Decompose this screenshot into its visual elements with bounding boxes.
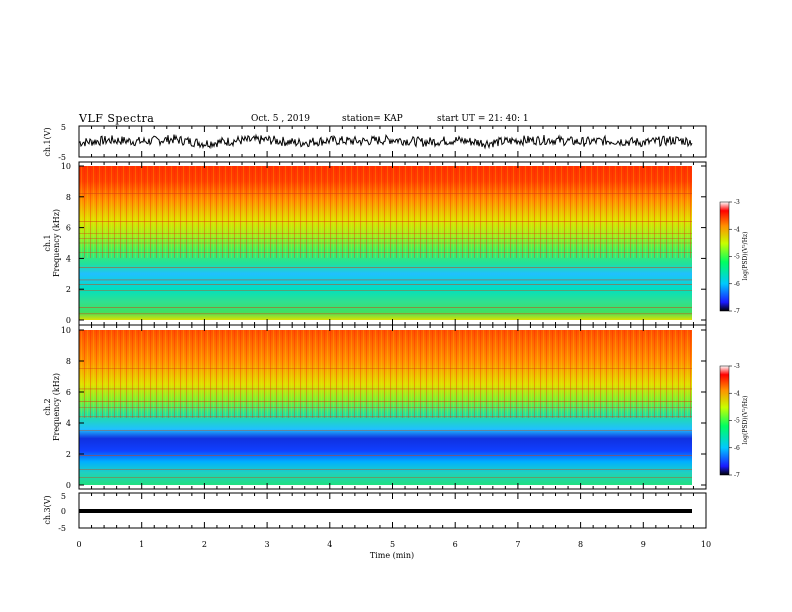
ch2-colorbar-tick-label: -3 [734, 363, 740, 370]
ch2-colorbar-tick-label: -5 [734, 418, 740, 425]
ch1-colorbar-tick-label: -6 [734, 281, 740, 288]
ch1-colorbar [719, 201, 730, 312]
time-tick-label: 4 [327, 540, 332, 549]
time-tick-label: 10 [701, 540, 711, 549]
time-tick-label: 7 [515, 540, 520, 549]
time-tick-label: 0 [76, 540, 81, 549]
time-tick-label: 3 [265, 540, 270, 549]
ch2-spectral-lines [79, 368, 692, 478]
ch1-waveform-ylabel: ch.1(V) [43, 127, 52, 156]
time-axis-labels: 0 1 2 3 4 5 6 7 8 9 10 [76, 540, 711, 549]
ch1-colorbar-tick-label: -3 [734, 199, 740, 206]
station-label: station= KAP [342, 114, 403, 124]
ch2-spectrogram-channel-label: ch.2 [43, 398, 52, 415]
ch2-colorbar-tick-label: -7 [734, 472, 740, 479]
ch1-ytick-5: 5 [61, 123, 66, 132]
ch3-ytick-0: 0 [61, 507, 66, 516]
time-tick-label: 5 [390, 540, 395, 549]
time-tick-label: 6 [453, 540, 458, 549]
time-tick-label: 8 [578, 540, 583, 549]
time-axis-ticks [78, 126, 707, 528]
ch2-ytick-label: 2 [66, 450, 71, 459]
time-tick-label: 2 [202, 540, 207, 549]
time-tick-label: 1 [139, 540, 144, 549]
time-tick-label: 9 [641, 540, 646, 549]
ch1-spectral-lines [79, 193, 692, 315]
ch1-ytick-label: 0 [66, 316, 71, 325]
ch1-ytick-label: 4 [66, 254, 71, 263]
ch1-spectrogram-streaks [79, 166, 692, 258]
ch2-ytick-label: 6 [66, 388, 71, 397]
ch1-ytick-label: 2 [66, 285, 71, 294]
ch2-ytick-label: 0 [66, 481, 71, 490]
time-axis-title: Time (min) [370, 551, 414, 560]
date-label: Oct. 5 , 2019 [251, 114, 310, 124]
chart-title: VLF Spectra [79, 112, 155, 125]
ch1-colorbar-tick-label: -4 [734, 226, 740, 233]
ch2-ytick-label: 10 [61, 326, 71, 335]
ch2-spectrogram-streaks [79, 330, 692, 418]
ch1-ytick-label: 8 [66, 193, 71, 202]
ch1-spectrogram-channel-label: ch.1 [43, 234, 52, 251]
ch1-waveform-panel: 5 -5 ch.1(V) [43, 123, 707, 162]
ch2-frequency-axis-label: Frequency (kHz) [52, 373, 61, 441]
ch2-colorbar [719, 365, 730, 476]
ch1-ytick-minus5: -5 [58, 153, 66, 162]
ch2-ytick-label: 8 [66, 357, 71, 366]
ch3-waveform-ylabel: ch.3(V) [43, 495, 52, 524]
ch1-colorbar-tick-label: -7 [734, 308, 740, 315]
ch3-ytick-minus5: -5 [58, 524, 66, 533]
ch1-ytick-label: 10 [61, 162, 71, 171]
ch3-ytick-5: 5 [61, 492, 66, 501]
ch1-ytick-label: 6 [66, 224, 71, 233]
ch1-colorbar-label: log(PSD)(V²/Hz) [742, 232, 749, 281]
ch1-frequency-axis-label: Frequency (kHz) [52, 209, 61, 277]
ch2-colorbar-label: log(PSD)(V²/Hz) [742, 396, 749, 445]
ch2-colorbar-tick-label: -4 [734, 390, 740, 397]
ch2-ytick-label: 4 [66, 419, 71, 428]
ch3-waveform-panel: 5 0 -5 ch.3(V) [43, 492, 707, 533]
ch2-colorbar-tick-label: -6 [734, 445, 740, 452]
ch1-waveform-trace [78, 133, 693, 150]
start-time-label: start UT = 21: 40: 1 [437, 114, 529, 124]
ch1-colorbar-tick-label: -5 [734, 254, 740, 261]
